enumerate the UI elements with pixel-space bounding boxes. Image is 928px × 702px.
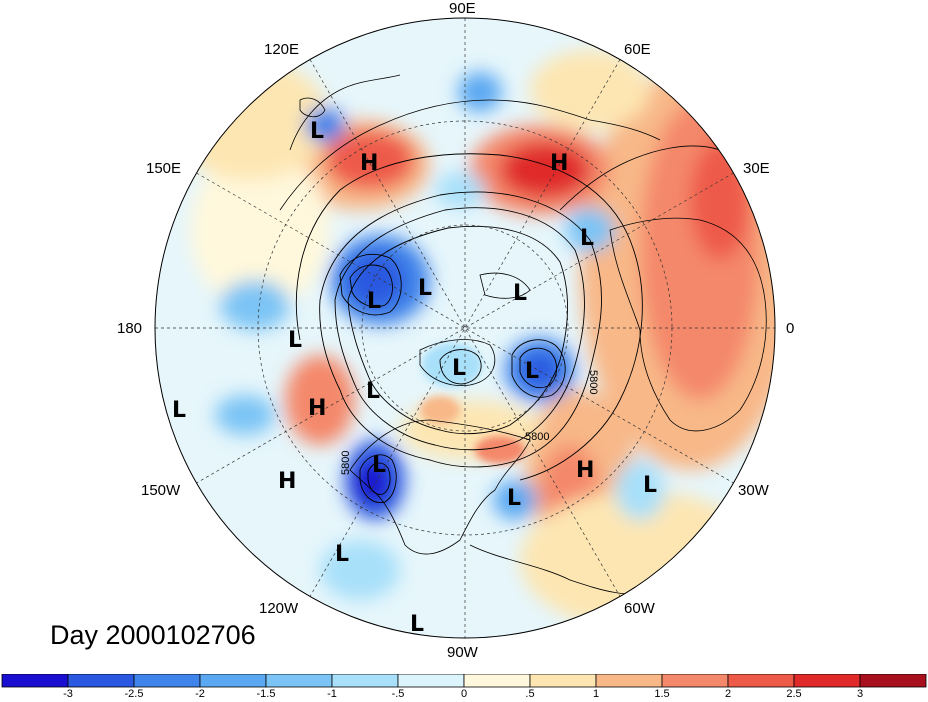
colorbar-tick-label: -3 — [63, 688, 73, 700]
colorbar-tick-label: -.5 — [391, 688, 405, 700]
colorbar-tick-label: -1.5 — [256, 688, 276, 700]
colorbar-tick-label: 1 — [592, 688, 600, 700]
colorbar-swatch — [727, 674, 795, 688]
pressure-system-marker: L — [335, 542, 349, 567]
colorbar-swatch — [67, 674, 135, 688]
colorbar-swatch — [199, 674, 267, 688]
colorbar-tick-label: 2.5 — [786, 688, 802, 700]
colorbar-swatch — [397, 674, 465, 688]
pressure-system-marker: L — [580, 226, 594, 251]
lon-label-60w: 60W — [624, 600, 655, 617]
colorbar-tick-label: 3 — [856, 688, 864, 700]
pressure-system-marker: L — [367, 289, 381, 314]
pressure-system-marker: L — [525, 359, 539, 384]
pressure-system-marker: H — [278, 469, 296, 494]
lon-label-30w: 30W — [738, 482, 769, 499]
lon-label-30e: 30E — [743, 160, 770, 177]
colorbar-tick-label: -2 — [195, 688, 205, 700]
colorbar-swatch — [265, 674, 333, 688]
contour-label: 5800 — [340, 451, 352, 475]
pressure-system-marker: L — [172, 398, 186, 423]
pressure-system-marker: L — [643, 473, 657, 498]
pressure-system-marker: L — [288, 328, 302, 353]
pressure-system-marker: L — [452, 356, 466, 381]
colorbar — [1, 674, 927, 688]
lon-label-120w: 120W — [259, 600, 299, 617]
lon-label-0: 0 — [786, 320, 795, 337]
pressure-system-marker: L — [310, 119, 324, 144]
lon-label-60e: 60E — [624, 41, 651, 58]
pressure-system-marker: L — [513, 281, 527, 306]
lon-label-150e: 150E — [146, 160, 182, 177]
contour-label: 5800 — [525, 431, 549, 443]
colorbar-swatch — [463, 674, 531, 688]
lon-label-150w: 150W — [141, 482, 181, 499]
pressure-system-marker: L — [418, 276, 432, 301]
colorbar-swatch — [133, 674, 201, 688]
pressure-system-marker: H — [308, 396, 326, 421]
colorbar-swatch — [331, 674, 399, 688]
pressure-system-marker: H — [550, 151, 568, 176]
colorbar-swatch — [1, 674, 69, 688]
pressure-system-marker: H — [360, 151, 378, 176]
pressure-system-marker: L — [366, 379, 380, 404]
pressure-system-marker: L — [507, 486, 521, 511]
lon-label-180: 180 — [117, 320, 143, 337]
pressure-system-markers: L H H L L L L L L L L H L H L H L L L — [172, 119, 657, 567]
colorbar-tick-label: -1 — [327, 688, 337, 700]
pressure-system-marker: L — [372, 453, 386, 478]
anomaly-field — [155, 18, 775, 638]
colorbar-swatch — [661, 674, 729, 688]
lon-label-120e: 120E — [264, 41, 300, 58]
colorbar-tick-label: 2 — [724, 688, 732, 700]
colorbar-swatch — [793, 674, 861, 688]
colorbar-swatch — [859, 674, 927, 688]
colorbar-swatch — [529, 674, 597, 688]
height-contours — [295, 153, 643, 503]
lon-label-90w: 90W — [447, 644, 478, 661]
pressure-system-marker: H — [576, 458, 594, 483]
pressure-system-marker-bottom: L — [410, 612, 425, 637]
contour-label: 5800 — [587, 370, 599, 394]
colorbar-tick-label: .5 — [525, 688, 535, 700]
colorbar-swatch — [595, 674, 663, 688]
colorbar-tick-label: 1.5 — [654, 688, 670, 700]
colorbar-tick-label: 0 — [460, 688, 468, 700]
day-title: Day 2000102706 — [50, 620, 256, 650]
lon-label-90e: 90E — [449, 0, 476, 17]
colorbar-tick-label: -2.5 — [124, 688, 144, 700]
graticule — [155, 18, 775, 638]
